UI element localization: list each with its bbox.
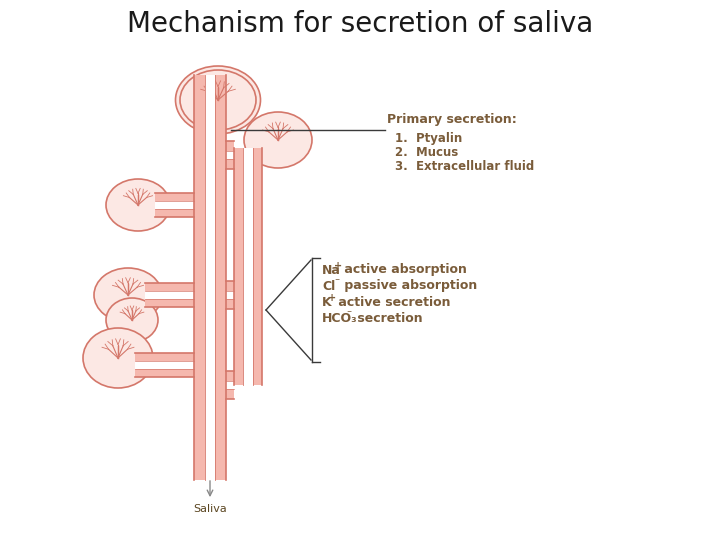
Ellipse shape (83, 328, 153, 388)
Ellipse shape (106, 298, 158, 342)
Text: +: + (328, 293, 336, 303)
Ellipse shape (244, 112, 312, 168)
Bar (226, 291, 234, 299)
Text: active absorption: active absorption (341, 264, 467, 276)
Text: ⁻: ⁻ (347, 309, 352, 319)
Text: passive absorption: passive absorption (341, 280, 477, 293)
Bar (226, 381, 234, 389)
Ellipse shape (180, 70, 256, 130)
Text: secretion: secretion (353, 312, 423, 325)
Text: Mechanism for secretion of saliva: Mechanism for secretion of saliva (127, 10, 593, 38)
Bar (155, 193, 194, 217)
Text: Saliva: Saliva (193, 504, 227, 514)
Bar (226, 281, 234, 309)
Bar (226, 371, 234, 399)
Bar (135, 361, 194, 369)
Text: 2.  Mucus: 2. Mucus (395, 146, 458, 159)
Text: K: K (322, 295, 332, 308)
Text: +: + (334, 261, 343, 271)
Bar (145, 291, 194, 299)
Bar (135, 353, 194, 377)
Ellipse shape (94, 268, 162, 322)
Text: Na: Na (322, 264, 341, 276)
Bar (243, 148, 253, 385)
Text: 1.  Ptyalin: 1. Ptyalin (395, 132, 462, 145)
Bar (155, 201, 194, 209)
Text: HCO₃: HCO₃ (322, 312, 358, 325)
Bar (226, 151, 234, 159)
Bar (194, 75, 226, 480)
Bar (205, 75, 215, 480)
Bar (234, 148, 262, 385)
Text: ⁻: ⁻ (334, 277, 340, 287)
Text: Cl: Cl (322, 280, 336, 293)
Text: active secretion: active secretion (334, 295, 451, 308)
Bar (226, 141, 234, 169)
Ellipse shape (106, 179, 170, 231)
Text: 3.  Extracellular fluid: 3. Extracellular fluid (395, 160, 534, 173)
Bar (145, 283, 194, 307)
Text: Primary secretion:: Primary secretion: (387, 113, 517, 126)
Ellipse shape (176, 66, 261, 134)
